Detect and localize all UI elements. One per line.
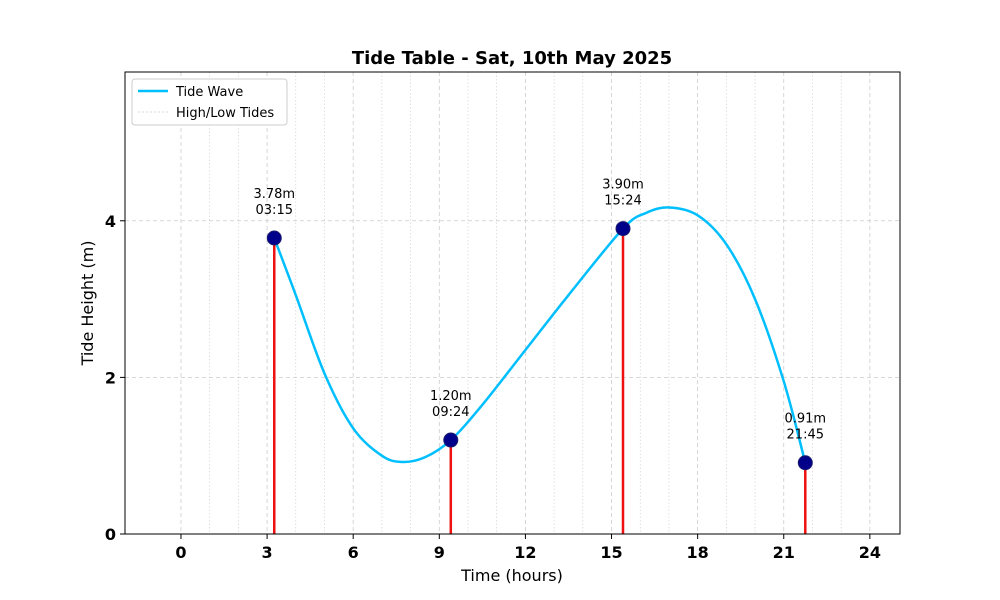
plot-frame — [124, 71, 901, 535]
y-tick-label: 4 — [105, 212, 116, 231]
legend: Tide Wave High/Low Tides — [131, 78, 288, 126]
tide-wave-line — [273, 206, 807, 464]
tide-stems — [273, 228, 807, 534]
x-tick-label: 9 — [434, 543, 445, 562]
chart-title: Tide Table - Sat, 10th May 2025 — [352, 48, 672, 69]
legend-tide-wave-label: Tide Wave — [175, 85, 243, 100]
y-tick-label: 2 — [105, 368, 116, 387]
y-axis-label: Tide Height (m) — [78, 241, 97, 367]
x-tick-label: 15 — [600, 543, 622, 562]
x-tick-label: 21 — [773, 543, 795, 562]
tide-markers — [266, 221, 813, 471]
tide-marker-1 — [443, 432, 459, 448]
tide-height-label-3: 0.91m — [784, 412, 826, 427]
x-tick-label: 12 — [514, 543, 536, 562]
tide-time-label-3: 21:45 — [787, 428, 824, 443]
x-axis-label: Time (hours) — [460, 566, 563, 585]
tide-height-label-2: 3.90m — [602, 178, 644, 193]
legend-high-low-label: High/Low Tides — [176, 106, 274, 121]
x-tick-label: 3 — [262, 543, 273, 562]
x-tick-label: 6 — [348, 543, 359, 562]
tide-height-label-1: 1.20m — [430, 389, 472, 404]
tide-marker-2 — [615, 221, 631, 237]
tide-marker-3 — [797, 455, 813, 471]
tide-height-label-0: 3.78m — [253, 187, 295, 202]
y-tick-label: 0 — [105, 525, 116, 544]
tide-time-label-1: 09:24 — [432, 405, 469, 420]
x-tick-label: 24 — [859, 543, 881, 562]
x-tick-label: 0 — [175, 543, 186, 562]
tide-time-label-0: 03:15 — [256, 203, 293, 218]
x-tick-label: 18 — [687, 543, 709, 562]
tide-marker-0 — [266, 230, 282, 246]
tide-time-label-2: 15:24 — [604, 194, 641, 209]
